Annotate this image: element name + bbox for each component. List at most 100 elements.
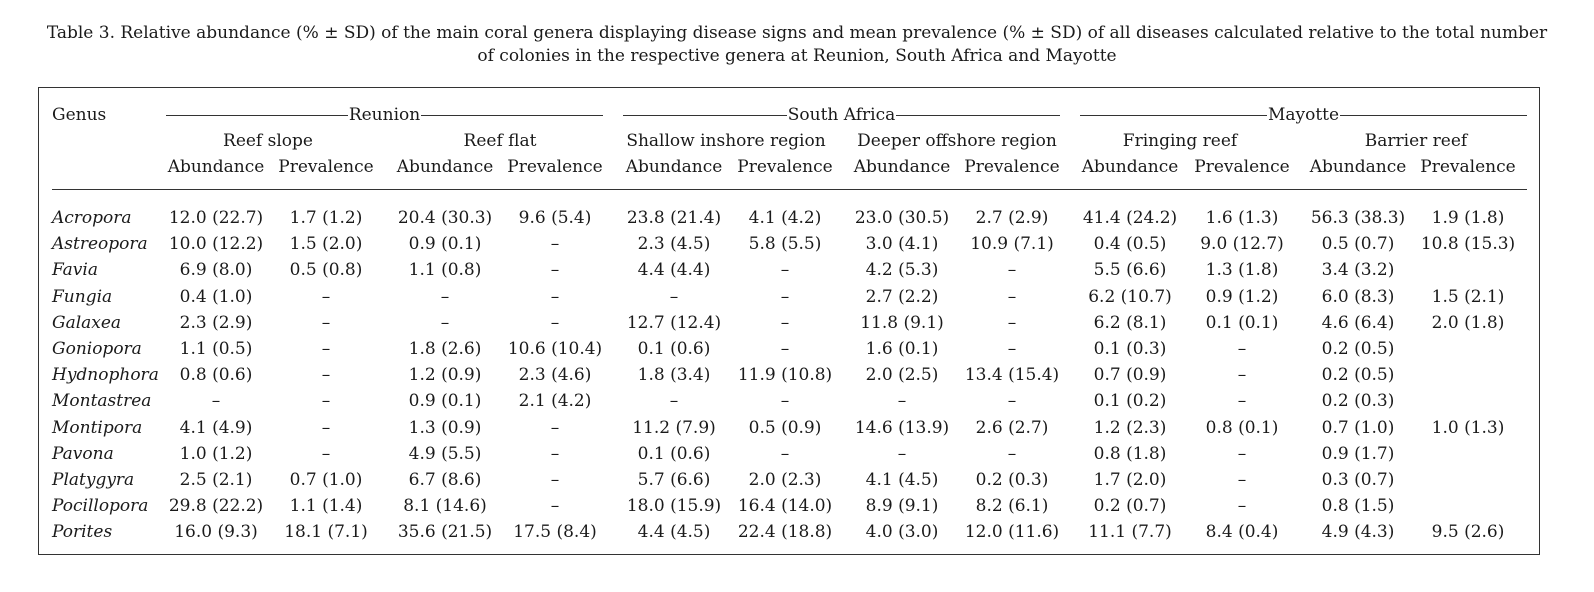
table-cell: 17.5 (8.4) bbox=[513, 522, 597, 542]
table-cell: 2.3 (4.5) bbox=[637, 234, 711, 254]
table-cell: 0.5 (0.7) bbox=[1321, 234, 1395, 254]
genus-name: Goniopora bbox=[52, 339, 142, 359]
table-cell: – bbox=[1007, 444, 1017, 464]
table-cell: 0.9 (1.7) bbox=[1321, 444, 1395, 464]
measure-header: Abundance bbox=[625, 157, 723, 177]
table-cell: 0.2 (0.3) bbox=[1321, 391, 1395, 411]
table-cell: – bbox=[321, 339, 331, 359]
table-cell: 1.5 (2.1) bbox=[1431, 287, 1505, 307]
table-cell: 6.7 (8.6) bbox=[408, 470, 482, 490]
genus-name: Pocillopora bbox=[52, 496, 149, 516]
table-cell: – bbox=[1007, 260, 1017, 280]
table-caption: Table 3. Relative abundance (% ± SD) of … bbox=[30, 22, 1564, 68]
genus-name: Hydnophora bbox=[52, 365, 159, 385]
table-cell: 8.9 (9.1) bbox=[865, 496, 939, 516]
table-cell: 20.4 (30.3) bbox=[397, 208, 493, 228]
table-cell: 12.0 (22.7) bbox=[168, 208, 264, 228]
table-cell: – bbox=[321, 391, 331, 411]
table-cell: 0.9 (0.1) bbox=[408, 391, 482, 411]
table-cell: 1.3 (1.8) bbox=[1205, 260, 1279, 280]
table-cell: – bbox=[1237, 470, 1247, 490]
table-cell: 1.2 (2.3) bbox=[1093, 418, 1167, 438]
table-cell: 29.8 (22.2) bbox=[168, 496, 264, 516]
measure-header: Prevalence bbox=[507, 157, 603, 177]
table-cell: 0.1 (0.6) bbox=[637, 339, 711, 359]
group-rule bbox=[1340, 114, 1528, 116]
table-cell: 10.6 (10.4) bbox=[507, 339, 603, 359]
genus-name: Astreopora bbox=[52, 234, 148, 254]
table-cell: 14.6 (13.9) bbox=[854, 418, 950, 438]
table-cell: 2.5 (2.1) bbox=[179, 470, 253, 490]
caption-line-1: Table 3. Relative abundance (% ± SD) of … bbox=[46, 23, 1548, 43]
table-cell: – bbox=[321, 418, 331, 438]
table-cell: – bbox=[550, 234, 560, 254]
table-cell: 3.0 (4.1) bbox=[865, 234, 939, 254]
table-cell: – bbox=[780, 313, 790, 333]
table-cell: 9.6 (5.4) bbox=[518, 208, 592, 228]
table-cell: – bbox=[1237, 339, 1247, 359]
table-cell: 0.5 (0.9) bbox=[748, 418, 822, 438]
table-cell: 0.1 (0.6) bbox=[637, 444, 711, 464]
table-cell: – bbox=[1237, 391, 1247, 411]
location-header-3: Mayotte bbox=[1080, 105, 1528, 125]
location-header-1: Reunion bbox=[166, 105, 604, 125]
table-cell: 1.9 (1.8) bbox=[1431, 208, 1505, 228]
habitat-header: Reef slope bbox=[223, 131, 313, 151]
table-cell: – bbox=[669, 287, 679, 307]
location-label: Reunion bbox=[348, 105, 421, 125]
table-cell: 13.4 (15.4) bbox=[964, 365, 1060, 385]
table-cell: 2.3 (2.9) bbox=[179, 313, 253, 333]
table-cell: 0.8 (1.5) bbox=[1321, 496, 1395, 516]
table-cell: 0.9 (0.1) bbox=[408, 234, 482, 254]
table-cell: – bbox=[550, 444, 560, 464]
table-cell: – bbox=[550, 287, 560, 307]
table-cell: 6.2 (8.1) bbox=[1093, 313, 1167, 333]
table-cell: 6.9 (8.0) bbox=[179, 260, 253, 280]
location-label: South Africa bbox=[787, 105, 896, 125]
table-cell: 1.1 (1.4) bbox=[289, 496, 363, 516]
table-cell: 0.7 (1.0) bbox=[1321, 418, 1395, 438]
table-cell: 11.8 (9.1) bbox=[860, 313, 944, 333]
table-cell: 6.2 (10.7) bbox=[1088, 287, 1172, 307]
table-cell: 41.4 (24.2) bbox=[1082, 208, 1178, 228]
header-rule bbox=[52, 189, 1527, 190]
table-frame bbox=[38, 87, 1540, 555]
table-cell: 1.2 (0.9) bbox=[408, 365, 482, 385]
table-cell: 1.8 (3.4) bbox=[637, 365, 711, 385]
table-cell: 0.3 (0.7) bbox=[1321, 470, 1395, 490]
table-cell: 1.6 (1.3) bbox=[1205, 208, 1279, 228]
table-cell: 2.3 (4.6) bbox=[518, 365, 592, 385]
table-cell: 1.7 (2.0) bbox=[1093, 470, 1167, 490]
table-cell: 23.8 (21.4) bbox=[626, 208, 722, 228]
group-rule bbox=[623, 114, 787, 116]
genus-name: Pavona bbox=[52, 444, 114, 464]
group-rule bbox=[896, 114, 1061, 116]
table-cell: – bbox=[321, 287, 331, 307]
table-cell: 2.0 (2.3) bbox=[748, 470, 822, 490]
table-cell: 0.7 (1.0) bbox=[289, 470, 363, 490]
genus-name: Galaxea bbox=[52, 313, 122, 333]
table-cell: 0.5 (0.8) bbox=[289, 260, 363, 280]
table-cell: 0.2 (0.5) bbox=[1321, 339, 1395, 359]
table-cell: 9.0 (12.7) bbox=[1200, 234, 1284, 254]
table-cell: – bbox=[550, 418, 560, 438]
table-cell: 4.2 (5.3) bbox=[865, 260, 939, 280]
table-cell: 0.1 (0.1) bbox=[1205, 313, 1279, 333]
table-cell: – bbox=[1237, 365, 1247, 385]
genus-name: Platygyra bbox=[52, 470, 135, 490]
table-cell: 16.0 (9.3) bbox=[174, 522, 258, 542]
measure-header: Abundance bbox=[1081, 157, 1179, 177]
table-cell: 35.6 (21.5) bbox=[397, 522, 493, 542]
table-cell: – bbox=[321, 365, 331, 385]
table-cell: 0.8 (0.6) bbox=[179, 365, 253, 385]
table-cell: – bbox=[550, 496, 560, 516]
table-cell: 0.1 (0.3) bbox=[1093, 339, 1167, 359]
table-cell: – bbox=[897, 444, 907, 464]
table-cell: 4.9 (4.3) bbox=[1321, 522, 1395, 542]
table-cell: 4.4 (4.4) bbox=[637, 260, 711, 280]
table-cell: 9.5 (2.6) bbox=[1431, 522, 1505, 542]
table-cell: 10.9 (7.1) bbox=[970, 234, 1054, 254]
table-cell: – bbox=[897, 391, 907, 411]
table-cell: 11.9 (10.8) bbox=[737, 365, 833, 385]
table-cell: 1.5 (2.0) bbox=[289, 234, 363, 254]
